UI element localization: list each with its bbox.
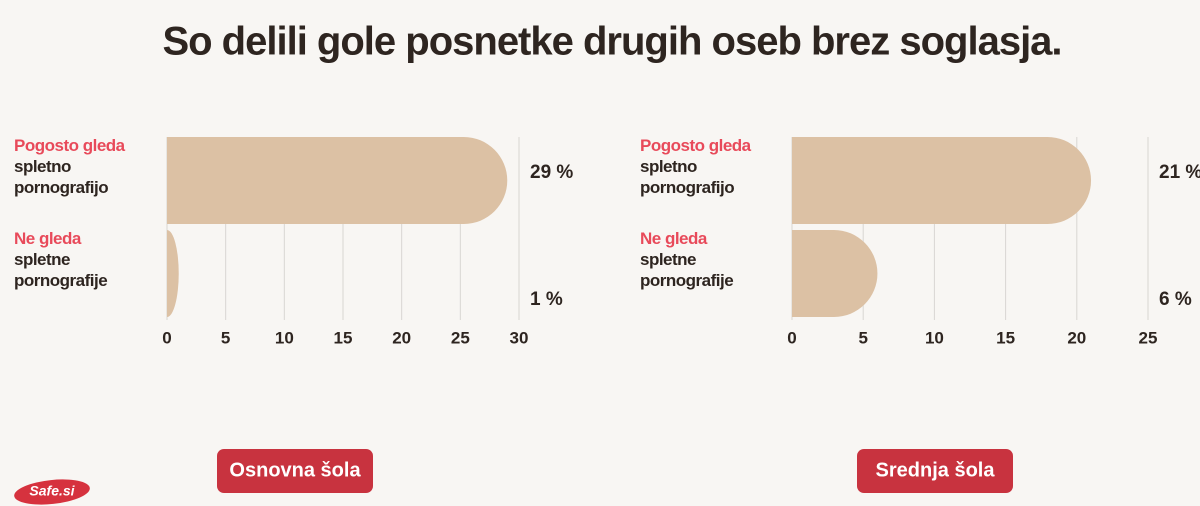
- logo: Safe.si: [29, 483, 75, 499]
- category-highlight: Pogosto gleda: [640, 136, 751, 155]
- x-tick-label: 25: [1139, 328, 1158, 347]
- badge: [217, 449, 373, 493]
- category-detail: spletne pornografije: [14, 250, 108, 290]
- x-tick-label: 10: [925, 328, 944, 347]
- category-text: Ne gleda spletne pornografije: [14, 228, 164, 291]
- bar: [167, 137, 508, 224]
- bar: [167, 230, 179, 317]
- category-label: Ne gleda spletne pornografije: [14, 228, 164, 291]
- value-label: 29 %: [530, 162, 573, 183]
- value-label: 6 %: [1159, 289, 1192, 310]
- x-tick-label: 5: [858, 328, 867, 347]
- category-label: Ne gleda spletne pornografije: [640, 228, 790, 291]
- value-label: 1 %: [530, 289, 563, 310]
- category-label: Pogosto gleda spletno pornografijo: [14, 135, 164, 198]
- category-detail: spletne pornografije: [640, 250, 734, 290]
- x-tick-label: 30: [510, 328, 529, 347]
- category-text: Pogosto gleda spletno pornografijo: [640, 135, 790, 198]
- x-tick-label: 15: [996, 328, 1015, 347]
- bar: [792, 137, 1092, 224]
- value-label: 21 %: [1159, 162, 1200, 183]
- bar: [792, 230, 878, 317]
- logo-badge: [14, 479, 90, 505]
- x-tick-label: 20: [1067, 328, 1086, 347]
- x-tick-label: 0: [162, 328, 171, 347]
- category-text: Pogosto gleda spletno pornografijo: [14, 135, 164, 198]
- badge-label: Srednja šola: [876, 459, 996, 481]
- category-detail: spletno pornografijo: [14, 157, 109, 197]
- badge: [857, 449, 1013, 493]
- category-highlight: Pogosto gleda: [14, 136, 125, 155]
- x-tick-label: 15: [334, 328, 353, 347]
- category-highlight: Ne gleda: [14, 229, 81, 248]
- x-tick-label: 20: [392, 328, 411, 347]
- category-text: Ne gleda spletne pornografije: [640, 228, 790, 291]
- badge-label: Osnovna šola: [229, 459, 361, 481]
- x-tick-label: 10: [275, 328, 294, 347]
- x-tick-label: 0: [787, 328, 796, 347]
- x-tick-label: 25: [451, 328, 470, 347]
- category-detail: spletno pornografijo: [640, 157, 735, 197]
- category-label: Pogosto gleda spletno pornografijo: [640, 135, 790, 198]
- title: So delili gole posnetke drugih oseb brez…: [162, 20, 1061, 64]
- category-highlight: Ne gleda: [640, 229, 707, 248]
- x-tick-label: 5: [221, 328, 230, 347]
